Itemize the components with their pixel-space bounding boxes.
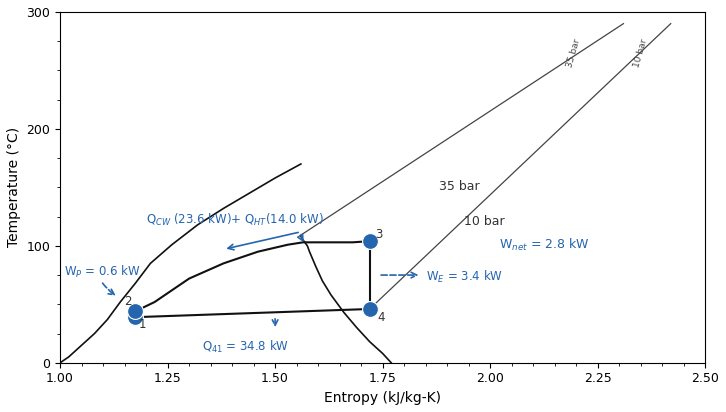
Text: W$_{net}$ = 2.8 kW: W$_{net}$ = 2.8 kW: [499, 237, 589, 253]
Text: 35 bar: 35 bar: [439, 180, 479, 193]
Point: [364, 306, 375, 312]
X-axis label: Entropy (kJ/kg-K): Entropy (kJ/kg-K): [324, 391, 441, 405]
Text: 10 bar: 10 bar: [465, 215, 505, 228]
Point: [129, 308, 141, 315]
Y-axis label: Temperature (°C): Temperature (°C): [7, 127, 21, 248]
Text: W$_E$ = 3.4 kW: W$_E$ = 3.4 kW: [425, 269, 502, 285]
Point: [129, 314, 141, 321]
Text: 1: 1: [139, 318, 147, 331]
Text: 2: 2: [125, 295, 132, 309]
Text: 10 bar: 10 bar: [632, 37, 649, 68]
Text: Q$_{41}$ = 34.8 kW: Q$_{41}$ = 34.8 kW: [202, 339, 289, 355]
Text: 3: 3: [375, 228, 383, 241]
Point: [364, 238, 375, 244]
Text: 35 bar: 35 bar: [566, 37, 582, 68]
Text: Q$_{CW}$ (23.6 kW)+ Q$_{HT}$(14.0 kW): Q$_{CW}$ (23.6 kW)+ Q$_{HT}$(14.0 kW): [146, 212, 324, 228]
Text: W$_P$ = 0.6 kW: W$_P$ = 0.6 kW: [65, 264, 142, 280]
Text: 4: 4: [378, 311, 385, 324]
